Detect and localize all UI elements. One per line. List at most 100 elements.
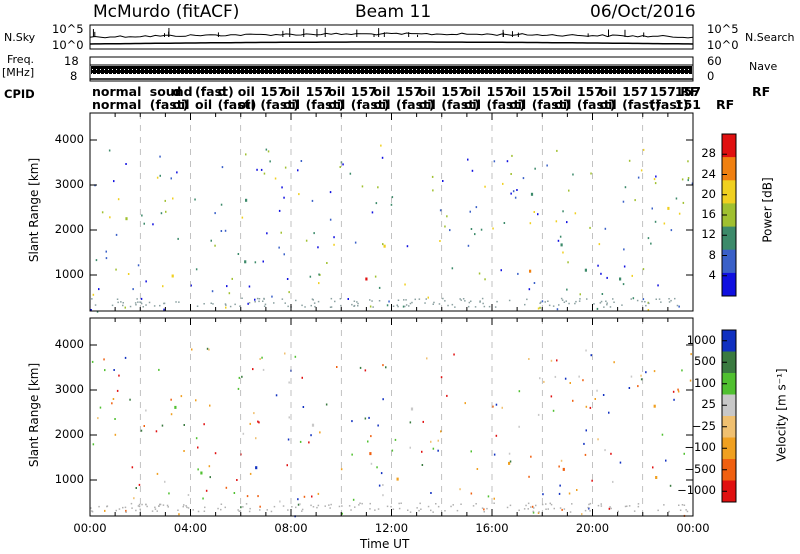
noise-cell (203, 423, 205, 426)
ground-cell (167, 506, 169, 508)
noise-lines (89, 27, 694, 45)
noise-cell (152, 223, 154, 226)
noise-cell (359, 366, 362, 369)
ground-cell (540, 301, 542, 304)
noise-cell (409, 421, 412, 424)
noise-cell (354, 241, 357, 244)
noise-cell (197, 446, 199, 449)
noise-cell (317, 246, 319, 249)
noise-cell (487, 495, 490, 498)
ground-cell (120, 301, 122, 303)
freq-unit-label: [MHz] (2, 66, 35, 79)
noise-cell (624, 186, 627, 189)
ground-cell (254, 301, 256, 303)
noise-cell (431, 175, 434, 178)
ground-cell (242, 506, 244, 508)
ground-cell (329, 507, 331, 509)
noise-cell (598, 243, 601, 246)
ground-cell (400, 502, 402, 504)
ground-cell (427, 505, 430, 508)
ground-cell (396, 304, 398, 306)
noise-cell (475, 206, 478, 209)
station-title: McMurdo (fitACF) (93, 2, 240, 22)
ground-cell (530, 506, 532, 508)
ground-cell (637, 505, 640, 508)
noise-cell (339, 166, 341, 168)
noise-cell (556, 359, 558, 362)
ground-cell (203, 303, 205, 305)
noise-cell (637, 176, 640, 179)
noise-cell (99, 406, 102, 409)
ground-cell (159, 503, 162, 506)
noise-cell (406, 245, 409, 248)
ground-cell (549, 502, 551, 505)
ground-cell (605, 300, 607, 302)
noise-cell (561, 508, 563, 511)
cpid-mode-row2: oil (418, 97, 436, 112)
ground-cell (686, 510, 689, 513)
noise-cell (474, 233, 476, 236)
noise-cell (576, 489, 578, 491)
ground-cell (324, 505, 326, 507)
noise-cell (380, 144, 382, 147)
ground-cell (122, 304, 124, 307)
y-tick-label: 4000 (54, 337, 84, 351)
ground-cell (284, 302, 286, 304)
noise-cell (257, 420, 259, 423)
data-cell (530, 192, 534, 196)
ground-cell (418, 298, 421, 300)
noise-cell (114, 418, 116, 420)
cpid-mode-row2: (fast) (622, 97, 661, 112)
ground-cell (683, 504, 686, 506)
noise-cell (318, 273, 320, 276)
noise-cell (197, 468, 199, 471)
data-cell (245, 198, 248, 202)
noise-cell (183, 450, 185, 452)
noise-cell (287, 438, 290, 441)
noise-cell (634, 199, 636, 202)
noise-cell (297, 503, 300, 506)
noise-cell (241, 375, 243, 378)
noise-cell (459, 488, 461, 491)
ground-cell (609, 306, 612, 308)
ground-cell (141, 503, 143, 506)
ground-cell (470, 300, 472, 302)
colorbar-swatch (722, 480, 736, 503)
noise-cell (651, 207, 653, 210)
noise-cell (467, 244, 470, 247)
noise-cell (228, 292, 231, 295)
noise-cell (336, 366, 338, 368)
ground-cell (90, 507, 92, 509)
ground-cell (317, 300, 320, 303)
ground-cell (609, 506, 611, 508)
ground-cell (311, 298, 314, 300)
noise-cell (509, 460, 512, 463)
noise-cell (92, 293, 95, 296)
ground-cell (116, 298, 119, 300)
noise-cell (516, 189, 518, 191)
noise-cell (690, 353, 692, 356)
ground-cell (338, 505, 341, 508)
ground-cell (645, 304, 647, 307)
data-cell (255, 466, 258, 470)
noise-tick-left-top: 10^5 (52, 22, 84, 36)
noise-cell (116, 389, 119, 392)
ground-cell (398, 502, 400, 505)
noise-cell (478, 272, 481, 275)
cpid-mode-row1: 157 (622, 84, 649, 99)
ground-cell (527, 508, 529, 510)
ground-cell (369, 502, 371, 505)
ground-cell (237, 509, 239, 511)
noise-cell (589, 226, 591, 229)
y-tick-label: 1000 (54, 267, 84, 281)
noise-cell (281, 186, 283, 189)
ground-cell (597, 504, 600, 507)
noise-cell (248, 285, 251, 288)
noise-cell (333, 236, 335, 239)
data-cell (653, 404, 656, 408)
noise-cell (558, 492, 561, 495)
noise-cell (532, 511, 535, 514)
noise-cell (156, 472, 159, 475)
noise-cell (422, 420, 424, 423)
ground-cell (210, 302, 212, 304)
